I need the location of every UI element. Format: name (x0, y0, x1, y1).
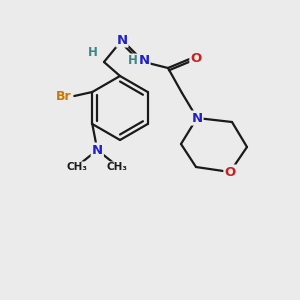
Text: H: H (128, 55, 138, 68)
Text: N: N (92, 143, 103, 157)
Text: O: O (190, 52, 202, 64)
Text: O: O (224, 166, 236, 178)
Text: N: N (138, 55, 150, 68)
Text: H: H (88, 46, 98, 59)
Text: CH₃: CH₃ (67, 162, 88, 172)
Text: CH₃: CH₃ (107, 162, 128, 172)
Text: N: N (116, 34, 128, 46)
Text: Br: Br (56, 89, 71, 103)
Text: N: N (191, 112, 203, 124)
